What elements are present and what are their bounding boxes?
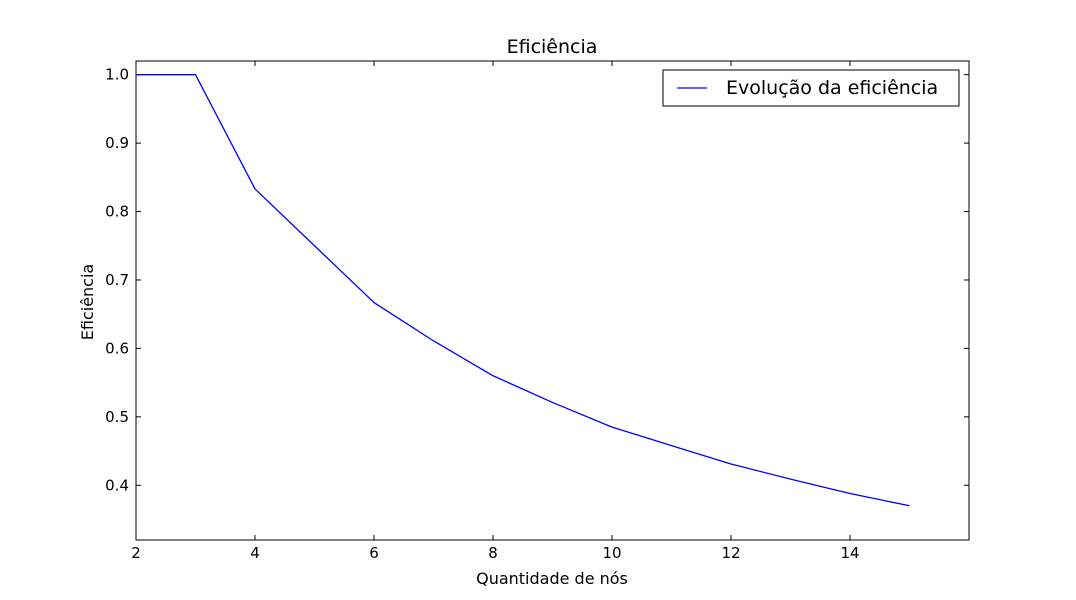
- x-tick-label: 12: [721, 544, 740, 562]
- y-tick-label: 0.7: [105, 271, 129, 289]
- series-layer: [136, 74, 910, 507]
- series-line-evolucao-da-eficiencia: [136, 74, 910, 507]
- plot-area-frame: [135, 60, 970, 541]
- y-tick-label: 0.9: [105, 134, 129, 152]
- ticks-layer: 2 4 6 8 10 12 14 0.4 0.5 0.6 0.7 0.8 0.9 1.0: [105, 61, 969, 562]
- y-tick-label: 0.5: [105, 408, 129, 426]
- x-tick-label: 4: [250, 544, 260, 562]
- y-tick-label: 0.4: [105, 476, 129, 494]
- y-tick-label: 0.6: [105, 339, 129, 357]
- y-tick-label: 1.0: [105, 66, 129, 84]
- chart-title: Eficiência: [507, 36, 598, 58]
- x-tick-label: 8: [488, 544, 498, 562]
- x-tick-label: 14: [840, 544, 859, 562]
- x-axis-label: Quantidade de nós: [476, 569, 628, 588]
- y-axis-label: Eficiência: [78, 264, 97, 340]
- legend-box: [662, 69, 960, 107]
- x-tick-label: 10: [602, 544, 621, 562]
- x-tick-label: 6: [369, 544, 379, 562]
- y-tick-label: 0.8: [105, 203, 129, 221]
- legend: Evolução da eficiência: [662, 69, 960, 107]
- legend-label: Evolução da eficiência: [726, 77, 938, 99]
- x-tick-label: 2: [131, 544, 141, 562]
